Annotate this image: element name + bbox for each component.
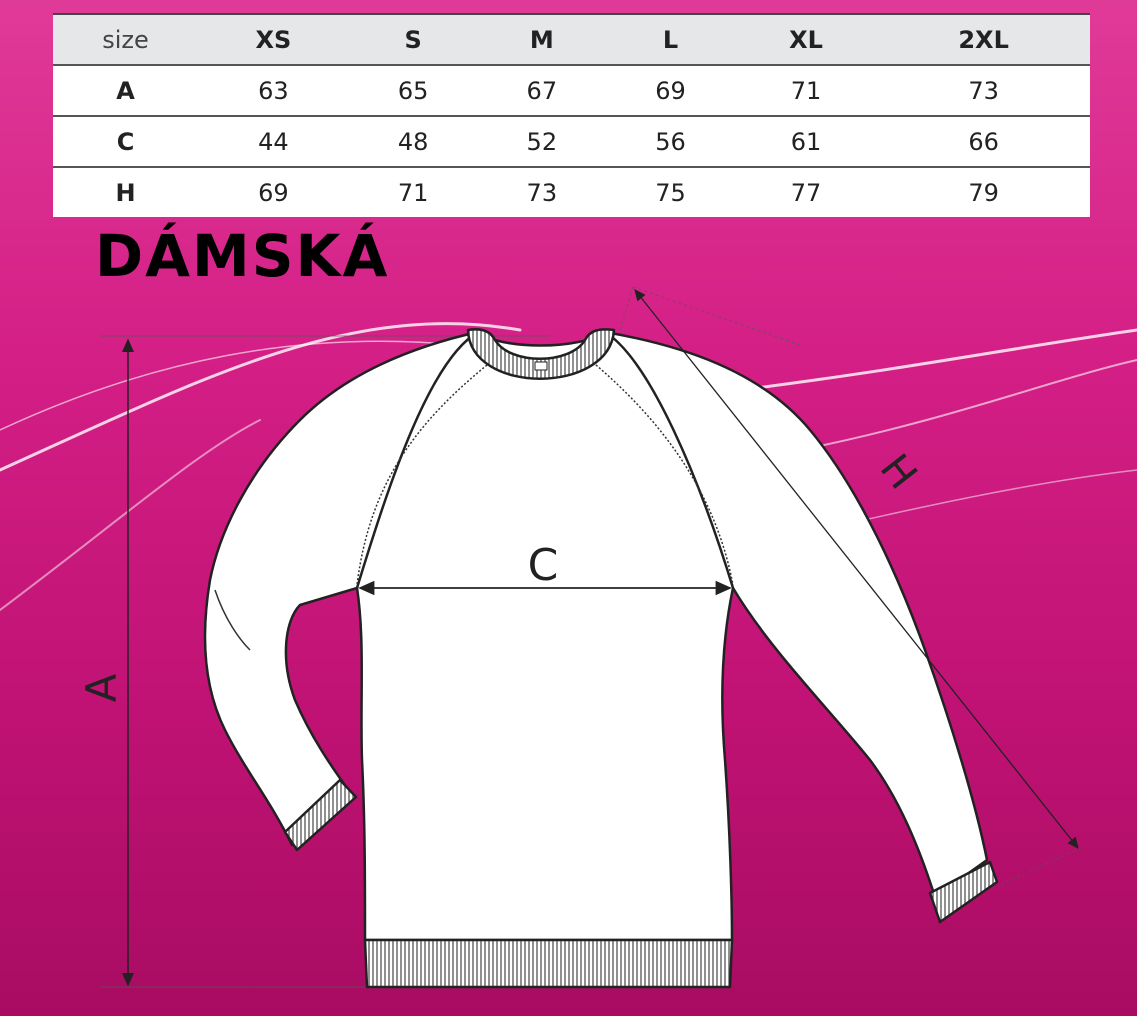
elbow-crease <box>214 589 251 651</box>
header-xs: XS <box>198 13 349 66</box>
cell: 71 <box>397 178 429 207</box>
cell: 61 <box>734 116 878 168</box>
cell: 56 <box>606 116 735 168</box>
header-s: S <box>348 13 478 66</box>
label-c: C <box>528 540 559 591</box>
hem-rib <box>363 938 734 989</box>
cell: 52 <box>477 116 607 168</box>
size-table-header: size XS S M L XL 2XL <box>53 13 1090 66</box>
label-a: A <box>77 673 126 702</box>
table-row-a: A 63 65 67 69 71 73 <box>53 65 1090 117</box>
cell: 73 <box>526 178 558 207</box>
cell: 67 <box>477 65 607 117</box>
cell: 73 <box>877 65 1090 117</box>
cell: 75 <box>655 178 686 207</box>
header-l: L <box>606 13 735 66</box>
header-2xl: 2XL <box>877 13 1090 66</box>
cell: 71 <box>734 65 878 117</box>
collar <box>466 328 616 380</box>
left-cuff <box>283 778 358 852</box>
cell: 69 <box>258 178 289 207</box>
header-m: M <box>477 13 607 66</box>
label-h: H <box>871 446 926 498</box>
size-table: size XS S M L XL 2XL A 63 65 67 69 71 73… <box>53 13 1090 217</box>
table-row-c: C 44 48 52 56 61 66 <box>53 116 1090 168</box>
row-label: A <box>53 65 198 117</box>
cell: 65 <box>348 65 478 117</box>
row-label: H <box>115 178 136 207</box>
row-label: C <box>53 116 198 168</box>
cell: 66 <box>877 116 1090 168</box>
cell: 48 <box>348 116 478 168</box>
right-cuff <box>928 860 999 924</box>
cell: 44 <box>198 116 349 168</box>
cell: 79 <box>968 178 999 207</box>
measure-h-arrow <box>634 288 1079 850</box>
cell: 69 <box>606 65 735 117</box>
cell: 63 <box>198 65 349 117</box>
table-row-h: H 69 71 73 75 77 79 <box>53 167 1090 217</box>
header-xl: XL <box>734 13 878 66</box>
cell: 77 <box>790 178 822 207</box>
title-womens: DÁMSKÁ <box>95 222 390 290</box>
sweatshirt-outline <box>203 328 999 989</box>
neck-label <box>534 361 548 371</box>
header-size: size <box>53 13 198 66</box>
